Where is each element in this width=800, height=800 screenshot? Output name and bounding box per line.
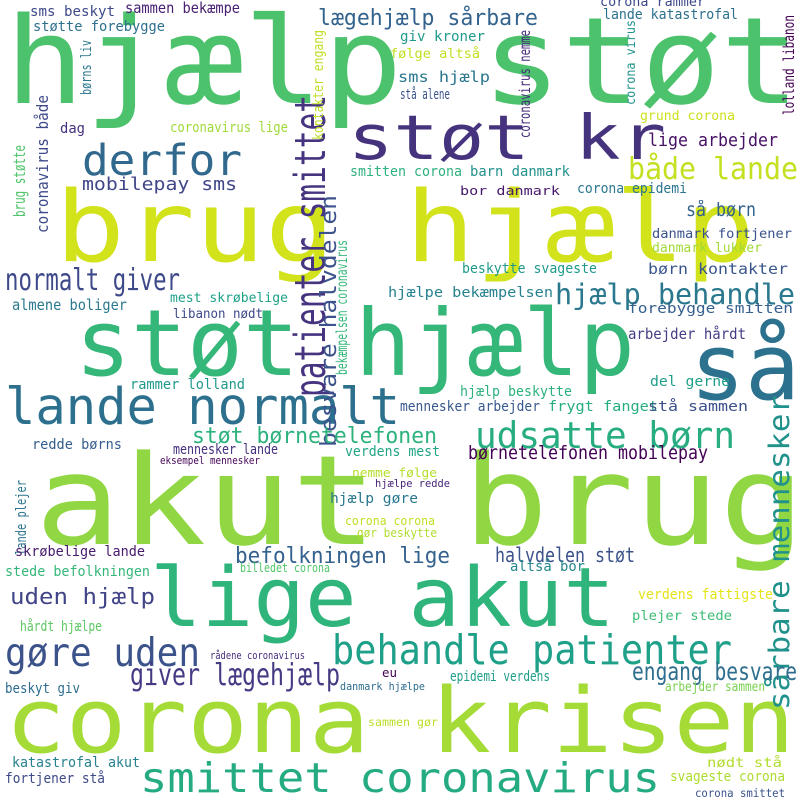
word: mobilepay sms xyxy=(82,175,237,195)
word: så xyxy=(690,314,800,421)
word: smitten corona xyxy=(350,164,462,180)
word: altså bor xyxy=(510,559,585,575)
word: skrøbelige lande xyxy=(15,544,145,560)
word: sms beskyt xyxy=(30,4,115,20)
word: kontakter engang xyxy=(311,30,327,141)
word: støtte forebygge xyxy=(33,19,165,35)
word: uden hjælp xyxy=(10,584,155,610)
word: lolland libanon xyxy=(780,15,798,116)
word: mest skrøbelige xyxy=(170,291,288,306)
word: stede befolkningen xyxy=(5,564,150,580)
word: smittet coronavirus xyxy=(140,754,660,800)
word: beskytte svageste xyxy=(462,261,597,277)
word: hjælpe redde xyxy=(375,479,450,490)
word: bekæmpelsen coronavirus xyxy=(333,240,351,375)
word: gøre uden xyxy=(5,631,200,676)
word: stå alene xyxy=(400,87,450,103)
word: stå sammen xyxy=(648,399,748,415)
word: behandle patienter xyxy=(332,626,732,674)
word: børn kontakter xyxy=(648,260,788,278)
word: så børn xyxy=(686,200,756,221)
word: epidemi verdens xyxy=(450,669,550,685)
word: hjælpe bekæmpelsen xyxy=(388,285,553,301)
word: coronavirus både xyxy=(33,95,52,233)
word: danmark hjælpe xyxy=(340,682,425,693)
word: rammer lolland xyxy=(130,377,245,393)
word: barn danmark xyxy=(470,164,570,180)
word: corona smittet xyxy=(695,787,785,800)
word: giv kroner xyxy=(400,29,485,45)
word: akut brug xyxy=(35,429,800,574)
word: arbejder hårdt xyxy=(628,325,746,343)
word: hårdt hjælpe xyxy=(20,619,102,635)
word: katastrofal akut xyxy=(12,755,140,771)
word: hjælp behandle xyxy=(555,277,795,311)
word: støt børnetelefonen xyxy=(192,423,437,449)
word: støt kr xyxy=(348,103,666,174)
word: corona rammer xyxy=(600,0,705,10)
word: coronavirus nemme xyxy=(516,30,534,139)
word: normalt giver xyxy=(5,263,180,298)
word: frygt fanget xyxy=(548,399,658,415)
word: lande normalt xyxy=(5,378,400,437)
word: bor danmark xyxy=(460,184,560,198)
word: sammen gør xyxy=(368,716,438,729)
word: hjælp gøre xyxy=(330,491,418,507)
word: nødt stå xyxy=(707,756,782,771)
word: giver lægehjælp xyxy=(130,658,340,693)
word: eu xyxy=(382,666,397,680)
word: hjælp støt xyxy=(5,0,800,132)
word: nemme følge xyxy=(352,466,437,480)
word: brug hjælp xyxy=(55,171,755,285)
word: børns liv xyxy=(79,40,95,95)
word: sammen bekæmpe xyxy=(125,0,240,17)
word: derfor xyxy=(82,136,242,186)
word: danmark lukker xyxy=(652,241,762,256)
word: verdens mest xyxy=(345,444,440,460)
word: almene boliger xyxy=(12,296,127,314)
word: udsatte børn xyxy=(475,414,735,457)
word: billedet corona xyxy=(240,561,330,575)
word: lægehjælp sårbare xyxy=(318,5,538,31)
word: brug støtte xyxy=(10,145,29,217)
word: corona corona xyxy=(345,514,435,528)
word: corona krisen xyxy=(5,670,795,774)
word: forebygge smitten xyxy=(628,301,793,317)
word: lige arbejder xyxy=(648,131,778,151)
word: både lande xyxy=(628,152,798,187)
word: redde børns xyxy=(32,437,122,453)
word: plejer stede xyxy=(632,609,732,624)
word: mennesker lande xyxy=(173,442,278,458)
word: engang besvare xyxy=(632,657,797,686)
word: halvdelen støt xyxy=(495,543,635,567)
word: mennesker arbejder xyxy=(400,399,540,415)
word: coronavirus lige xyxy=(170,120,288,136)
word: sms hjælp xyxy=(398,68,490,86)
word: libanon nødt xyxy=(173,307,263,322)
word: dag xyxy=(60,121,85,137)
word: lige akut xyxy=(150,551,615,646)
word: befolkningen lige xyxy=(235,543,450,569)
word: grund corona xyxy=(640,109,735,124)
word: hjælp beskytte xyxy=(460,384,572,400)
word: børnetelefonen mobilepay xyxy=(468,443,708,464)
word: verdens fattigste xyxy=(638,587,773,603)
word: lande katastrofal xyxy=(603,7,738,23)
word: svageste corona xyxy=(670,769,785,785)
word: corona virus xyxy=(624,20,639,105)
word: corona epidemi xyxy=(577,181,687,197)
word: fortjener stå xyxy=(5,771,105,787)
word: arbejder sammen xyxy=(665,680,765,695)
word: støt hjælp xyxy=(75,290,635,397)
word: rådene coronavirus xyxy=(210,651,305,662)
word: eksempel mennesker xyxy=(160,456,260,467)
word: følge altså xyxy=(390,47,480,62)
word: danmark fortjener xyxy=(652,227,792,242)
word: del gerne xyxy=(650,374,730,390)
word: beskyt giv xyxy=(5,681,80,697)
word: gør beskytte xyxy=(357,526,437,540)
